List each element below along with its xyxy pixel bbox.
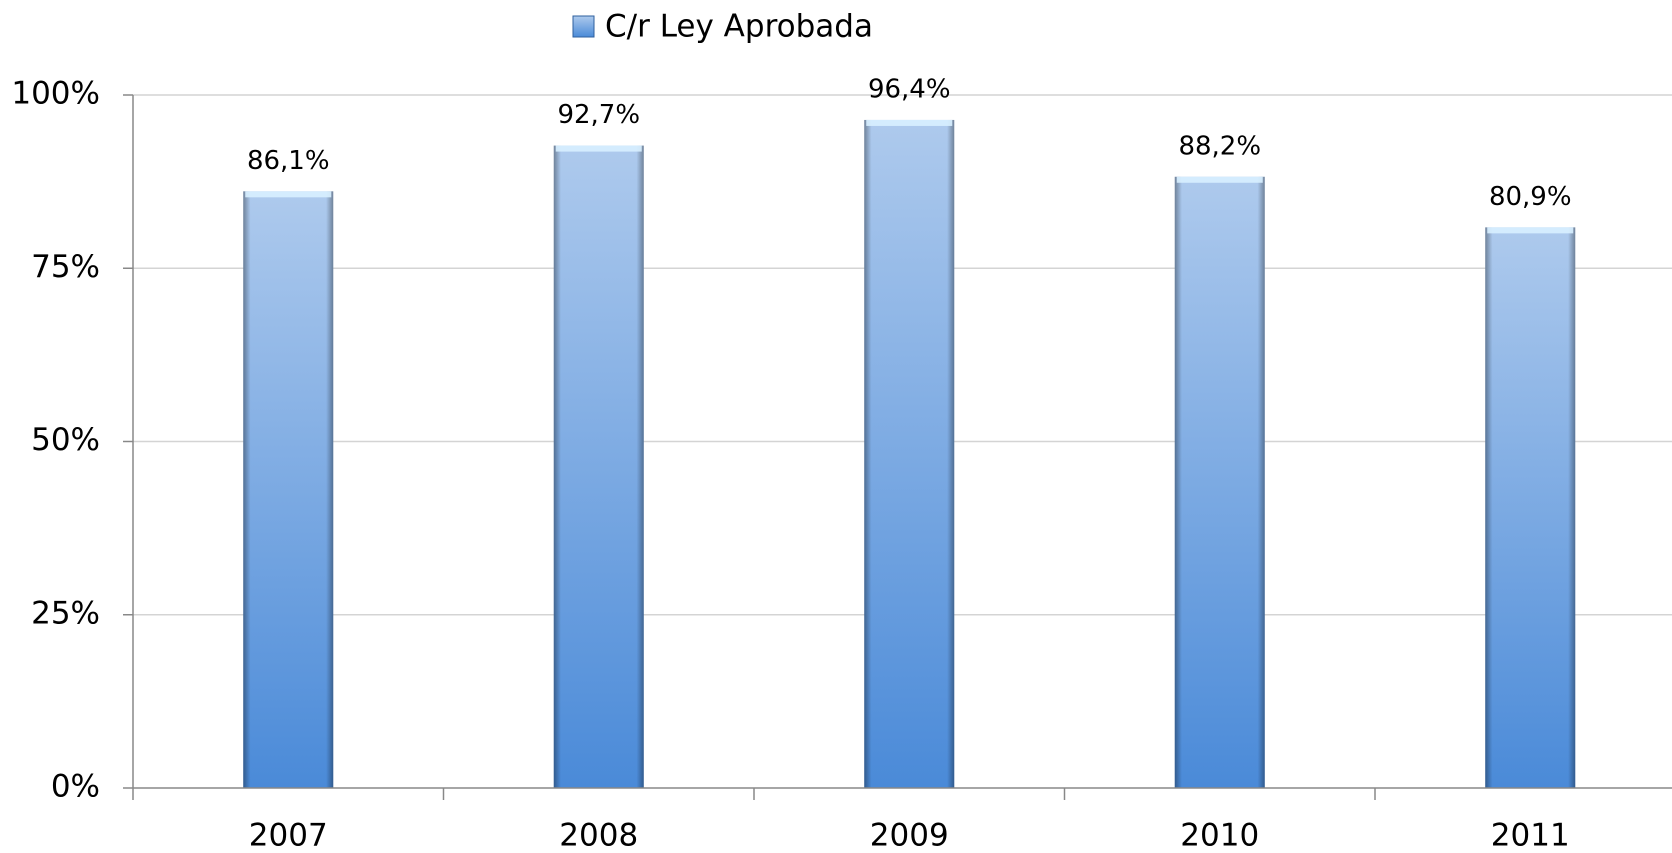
legend-label: C/r Ley Aprobada	[605, 9, 873, 45]
x-tick-label: 2010	[1180, 818, 1259, 853]
y-tick-label: 50%	[31, 422, 100, 458]
bar-cap	[555, 145, 642, 152]
bar-shade	[864, 119, 955, 788]
x-tick-label: 2011	[1491, 818, 1570, 853]
bar-shade	[553, 145, 644, 789]
bar-cap	[1176, 176, 1263, 183]
value-label: 80,9%	[1489, 182, 1572, 212]
bar-cap	[866, 119, 953, 126]
value-label: 88,2%	[1178, 131, 1261, 161]
bar-shade	[1174, 176, 1265, 789]
value-label: 96,4%	[868, 74, 951, 104]
value-label: 86,1%	[247, 146, 330, 176]
bar-cap	[245, 191, 332, 198]
bar-shade	[1485, 227, 1576, 788]
legend-swatch	[572, 15, 595, 38]
x-tick-label: 2009	[870, 818, 949, 853]
bar-cap	[1487, 227, 1574, 234]
x-tick-label: 2008	[559, 818, 638, 853]
y-tick-label: 75%	[31, 249, 100, 285]
x-tick-label: 2007	[249, 818, 328, 853]
value-label: 92,7%	[557, 100, 640, 130]
y-tick-label: 0%	[51, 769, 100, 805]
bar-shade	[243, 191, 334, 788]
y-tick-label: 25%	[31, 595, 100, 631]
y-tick-label: 100%	[11, 76, 100, 112]
